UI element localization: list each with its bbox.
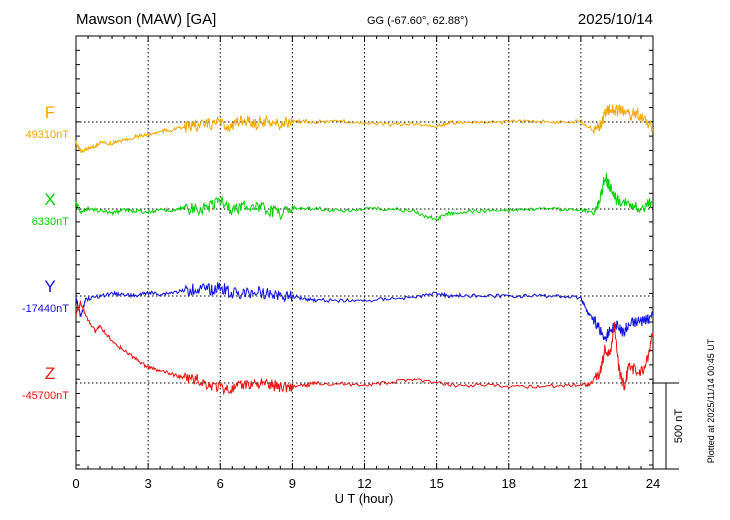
coordinates-label: GG (-67.60°, 62.88°) <box>367 15 468 27</box>
series-baseline-y: -17440nT <box>22 303 69 315</box>
series-line-f <box>75 104 654 153</box>
x-tick-label-6: 6 <box>217 476 224 491</box>
scale-bar: 500 nT <box>653 382 685 470</box>
series-line-y <box>75 282 654 342</box>
plotted-timestamp: Plotted at 2025/11/14 00:45 UT <box>706 338 716 463</box>
x-tick-labels: 0 3 6 9 12 15 18 21 24 <box>72 476 660 491</box>
series-name-z: Z <box>45 364 55 383</box>
station-title: Mawson (MAW) [GA] <box>76 11 216 28</box>
x-tick-label-9: 9 <box>289 476 296 491</box>
series-baseline-f: 49310nT <box>26 129 70 141</box>
series-lines <box>75 104 654 396</box>
date-label: 2025/10/14 <box>578 11 653 28</box>
axis-ticks <box>75 35 654 469</box>
x-tick-label-12: 12 <box>357 476 371 491</box>
series-line-z <box>75 299 654 396</box>
x-tick-label-18: 18 <box>502 476 516 491</box>
x-tick-label-3: 3 <box>145 476 152 491</box>
series-name-x: X <box>44 190 55 209</box>
series-name-y: Y <box>44 277 55 296</box>
x-tick-label-0: 0 <box>72 476 79 491</box>
x-tick-label-21: 21 <box>574 476 588 491</box>
vertical-gridlines <box>147 36 582 469</box>
series-name-f: F <box>45 103 55 122</box>
series-baseline-x: 6330nT <box>32 216 70 228</box>
series-baseline-z: -45700nT <box>22 390 69 402</box>
x-axis-label: U T (hour) <box>335 491 394 506</box>
x-tick-label-24: 24 <box>646 476 660 491</box>
scale-bar-label: 500 nT <box>673 409 685 444</box>
x-tick-label-15: 15 <box>429 476 443 491</box>
series-line-x <box>75 172 654 222</box>
series-labels: F 49310nT X 6330nT Y -17440nT Z -45700nT <box>22 103 69 402</box>
